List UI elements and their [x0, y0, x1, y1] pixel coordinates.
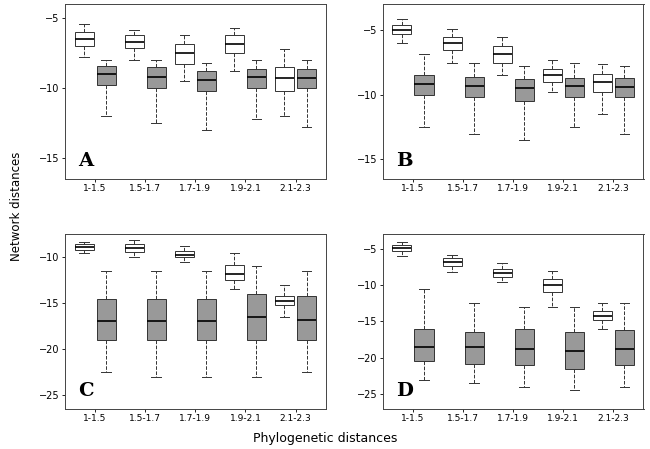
Text: A: A: [78, 152, 93, 170]
PathPatch shape: [393, 25, 411, 34]
PathPatch shape: [175, 44, 194, 64]
PathPatch shape: [465, 77, 484, 97]
PathPatch shape: [225, 35, 244, 53]
PathPatch shape: [543, 69, 562, 82]
PathPatch shape: [75, 245, 94, 250]
PathPatch shape: [275, 296, 294, 305]
PathPatch shape: [125, 35, 144, 48]
PathPatch shape: [197, 299, 216, 340]
PathPatch shape: [125, 245, 144, 252]
PathPatch shape: [543, 279, 562, 292]
PathPatch shape: [593, 74, 612, 92]
Text: D: D: [396, 382, 413, 400]
PathPatch shape: [565, 78, 584, 97]
PathPatch shape: [493, 269, 512, 277]
Text: B: B: [396, 152, 413, 170]
PathPatch shape: [615, 330, 634, 365]
PathPatch shape: [97, 299, 116, 340]
PathPatch shape: [515, 79, 534, 101]
PathPatch shape: [465, 332, 484, 364]
PathPatch shape: [615, 78, 634, 97]
PathPatch shape: [147, 299, 166, 340]
PathPatch shape: [175, 251, 194, 257]
PathPatch shape: [247, 69, 266, 88]
PathPatch shape: [393, 245, 411, 251]
PathPatch shape: [593, 311, 612, 320]
PathPatch shape: [197, 71, 216, 91]
Text: Network distances: Network distances: [10, 152, 23, 261]
PathPatch shape: [415, 75, 434, 95]
PathPatch shape: [297, 69, 316, 88]
PathPatch shape: [565, 332, 584, 369]
PathPatch shape: [147, 67, 166, 88]
Text: Phylogenetic distances: Phylogenetic distances: [253, 431, 397, 445]
PathPatch shape: [225, 264, 244, 280]
PathPatch shape: [493, 46, 512, 62]
PathPatch shape: [275, 67, 294, 91]
PathPatch shape: [443, 37, 462, 50]
PathPatch shape: [75, 32, 94, 46]
PathPatch shape: [297, 296, 316, 340]
PathPatch shape: [515, 329, 534, 365]
PathPatch shape: [443, 258, 462, 266]
Text: C: C: [78, 382, 94, 400]
PathPatch shape: [415, 329, 434, 361]
PathPatch shape: [97, 66, 116, 85]
PathPatch shape: [247, 294, 266, 340]
